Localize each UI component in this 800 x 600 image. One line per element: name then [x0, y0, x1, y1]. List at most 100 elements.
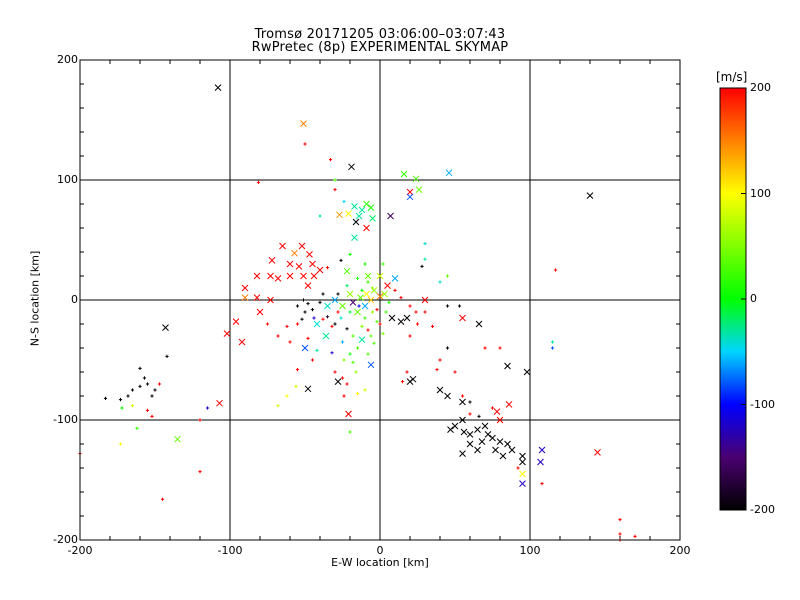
data-point-cross: [496, 438, 504, 445]
data-point-plus: [345, 382, 349, 386]
data-point-plus: [420, 264, 424, 268]
data-point-plus: [120, 406, 124, 410]
data-point-plus: [135, 426, 139, 430]
data-point-cross: [459, 416, 466, 424]
data-point-plus: [468, 412, 472, 416]
data-point-plus: [103, 396, 108, 400]
data-point-cross: [238, 338, 246, 346]
data-point-cross: [357, 294, 364, 301]
data-point-plus: [360, 324, 364, 328]
data-point-cross: [493, 408, 501, 415]
y-tick-label: -100: [53, 413, 78, 426]
data-point-plus: [303, 310, 307, 314]
colorbar-tick-label: -200: [750, 503, 775, 516]
data-point-plus: [330, 324, 334, 328]
data-point-plus: [340, 376, 345, 380]
data-point-cross: [519, 480, 526, 487]
data-point-plus: [142, 376, 147, 380]
x-tick-label: 100: [519, 544, 541, 557]
data-point-cross: [310, 272, 318, 280]
data-point-plus: [369, 334, 373, 338]
y-tick-label: 100: [57, 173, 78, 186]
data-point-plus: [339, 316, 343, 320]
data-point-cross: [481, 422, 489, 430]
data-point-cross: [508, 446, 516, 454]
data-point-plus: [295, 368, 300, 372]
data-point-cross: [478, 438, 486, 445]
data-point-plus: [355, 346, 360, 350]
data-point-plus: [342, 394, 346, 398]
data-point-cross: [304, 385, 312, 393]
data-point-plus: [160, 497, 165, 501]
data-point-plus: [445, 304, 450, 308]
data-point-cross: [267, 272, 274, 280]
data-point-cross: [174, 435, 181, 443]
data-point-cross: [253, 294, 261, 301]
data-point-plus: [318, 214, 322, 218]
colorbar-tick-label: 200: [750, 81, 771, 94]
data-point-cross: [358, 206, 366, 214]
data-point-cross: [267, 296, 274, 304]
data-point-plus: [276, 404, 280, 408]
data-point-cross: [496, 416, 504, 424]
chart-title: Tromsø 20171205 03:06:00–03:07:43: [254, 27, 506, 42]
data-point-plus: [360, 288, 364, 292]
data-point-plus: [198, 418, 202, 422]
data-point-plus: [351, 334, 355, 338]
data-point-cross: [279, 242, 286, 250]
data-point-plus: [315, 348, 319, 352]
data-point-plus: [303, 142, 307, 146]
data-point-cross: [412, 175, 420, 183]
data-point-cross: [354, 308, 361, 316]
data-point-plus: [363, 388, 367, 392]
data-point-plus: [414, 310, 418, 314]
data-point-cross: [363, 290, 370, 298]
data-point-plus: [384, 310, 388, 314]
plot-frame: [79, 59, 681, 541]
data-point-cross: [400, 170, 408, 178]
data-point-cross: [300, 272, 307, 280]
data-point-cross: [345, 410, 352, 418]
data-point-cross: [406, 188, 414, 196]
data-point-cross: [363, 224, 370, 232]
data-point-cross: [505, 401, 513, 408]
data-point-plus: [118, 398, 123, 402]
data-point-cross: [519, 470, 526, 478]
data-point-cross: [459, 398, 466, 406]
data-point-cross: [447, 426, 454, 433]
data-point-plus: [333, 370, 337, 374]
data-point-cross: [304, 282, 312, 289]
data-point-plus: [150, 394, 154, 398]
data-point-cross: [519, 458, 526, 466]
data-point-cross: [538, 446, 546, 454]
data-point-plus: [328, 158, 333, 162]
data-point-plus: [288, 340, 292, 344]
data-point-plus: [157, 382, 162, 386]
data-point-plus: [483, 346, 487, 350]
data-point-plus: [438, 358, 442, 362]
data-point-cross: [313, 320, 321, 328]
data-point-cross: [388, 314, 396, 322]
data-point-cross: [316, 266, 324, 274]
data-point-cross: [345, 210, 352, 217]
data-point-cross: [466, 440, 474, 448]
data-point-plus: [618, 518, 622, 522]
data-point-cross: [451, 422, 459, 430]
data-point-cross: [460, 428, 468, 436]
data-point-cross: [334, 378, 342, 385]
data-point-plus: [205, 406, 210, 410]
data-point-plus: [540, 482, 544, 486]
data-point-plus: [285, 394, 289, 398]
data-point-cross: [351, 203, 358, 210]
data-point-plus: [438, 280, 442, 284]
data-point-plus: [339, 258, 343, 262]
data-point-cross: [300, 120, 307, 127]
data-point-plus: [348, 252, 352, 256]
data-point-cross: [214, 84, 222, 91]
data-point-plus: [301, 298, 306, 302]
data-point-cross: [444, 392, 451, 400]
data-point-plus: [375, 308, 379, 312]
data-point-cross: [415, 186, 423, 193]
x-tick-label: 0: [376, 544, 384, 557]
